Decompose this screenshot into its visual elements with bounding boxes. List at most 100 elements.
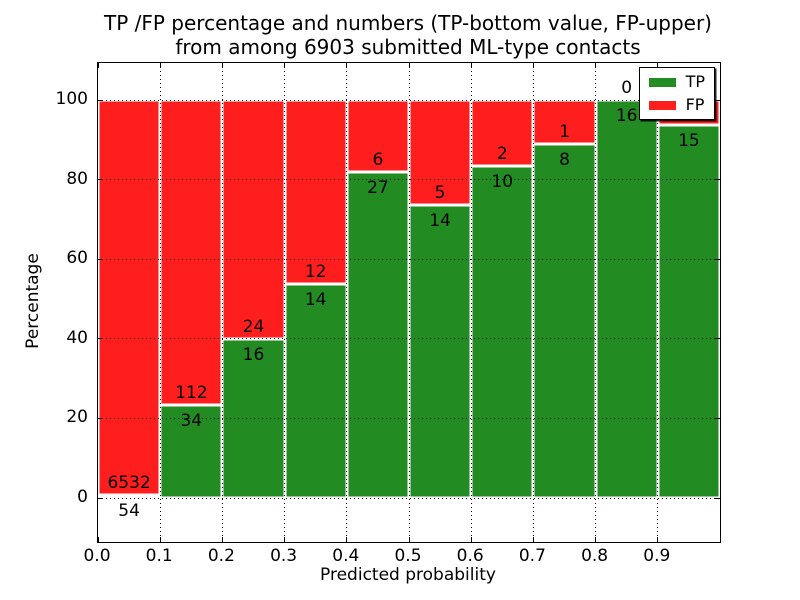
- y-axis-tick: [98, 338, 103, 340]
- bar-fp-segment: [98, 100, 161, 495]
- bar-tp-segment: [346, 172, 409, 498]
- bar-labels-layer: 653254112342416121462751421018016115: [98, 63, 720, 542]
- bar-fp-segment: [533, 100, 596, 145]
- x-axis-tick-top: [284, 63, 286, 68]
- vertical-gridline: [408, 63, 410, 542]
- y-axis-label: Percentage: [23, 253, 43, 349]
- y-axis-tick-right: [715, 99, 720, 101]
- x-tick-label: 0.8: [581, 546, 609, 566]
- chart-title: TP /FP percentage and numbers (TP-bottom…: [97, 11, 719, 59]
- vertical-gridline: [221, 63, 223, 542]
- grid-layer: [97, 63, 720, 542]
- bar-tp-segment: [284, 283, 347, 498]
- y-axis-tick: [98, 497, 103, 499]
- legend-item-fp: FP: [648, 95, 705, 114]
- x-axis-label: Predicted probability: [320, 565, 496, 585]
- bar-fp-count-label: 0: [621, 78, 633, 98]
- x-axis-tick: [284, 537, 286, 542]
- bar-tp-segment: [98, 494, 161, 498]
- bar-fp-count-label: 12: [304, 261, 327, 282]
- bar-fp-count-label: 2: [496, 144, 508, 165]
- x-axis-tick-top: [595, 63, 597, 68]
- y-axis-tick-right: [715, 179, 720, 181]
- bar-fp-segment: [346, 100, 409, 173]
- x-axis-tick-top: [470, 63, 472, 68]
- x-axis-tick-top: [408, 63, 410, 68]
- y-axis-tick: [98, 99, 103, 101]
- bar-fp-count-label: 1: [559, 122, 570, 143]
- x-axis-tick: [532, 537, 534, 542]
- chart-title-line1: TP /FP percentage and numbers (TP-bottom…: [104, 11, 712, 35]
- bar-fp-count-label: 24: [242, 316, 265, 337]
- legend: TP FP: [638, 67, 715, 120]
- bar-fp-count-label: 6532: [107, 472, 151, 493]
- bar-tp-segment: [409, 204, 472, 498]
- bar-fp-segment: [222, 100, 285, 339]
- x-tick-label: 0.7: [518, 546, 546, 566]
- x-axis-tick: [221, 537, 223, 542]
- bars-layer: [98, 63, 720, 542]
- x-axis-tick: [470, 537, 472, 542]
- y-axis-tick: [98, 258, 103, 260]
- vertical-gridline: [346, 63, 348, 542]
- bar-tp-count-label: 8: [559, 150, 570, 171]
- y-axis-tick-right: [715, 417, 720, 419]
- bar-fp-segment: [471, 100, 534, 167]
- vertical-gridline: [595, 63, 597, 542]
- bar-tp-count-label: 14: [429, 210, 451, 231]
- bar-tp-count-label: 16: [615, 106, 638, 126]
- x-axis-tick: [346, 537, 348, 542]
- y-axis-tick-right: [715, 497, 720, 499]
- x-axis-tick-top: [532, 63, 534, 68]
- bar-tp-segment: [595, 100, 658, 498]
- x-axis-tick-top: [657, 63, 659, 68]
- bar-tp-count-label: 54: [118, 500, 140, 521]
- bar-tp-count-label: 15: [678, 130, 700, 151]
- x-axis-tick-top: [159, 63, 161, 68]
- x-axis-tick-top: [346, 63, 348, 68]
- tp-legend-label: TP: [685, 72, 705, 91]
- bar-tp-count-label: 34: [180, 411, 203, 432]
- x-axis-tick: [657, 537, 659, 542]
- bar-tp-segment: [657, 124, 720, 498]
- y-tick-label: 80: [66, 168, 88, 189]
- fp-legend-label: FP: [685, 95, 705, 114]
- y-axis-tick: [98, 179, 103, 181]
- tp-legend-swatch: [648, 77, 676, 87]
- x-tick-label: 0.3: [270, 546, 298, 566]
- vertical-gridline: [284, 63, 286, 542]
- y-tick-label: 60: [66, 248, 88, 269]
- bar-tp-count-label: 14: [304, 289, 327, 310]
- x-tick-label: 0.0: [83, 546, 111, 566]
- y-tick-label: 100: [55, 89, 88, 109]
- bar-tp-segment: [533, 144, 596, 498]
- bar-fp-segment: [284, 100, 347, 284]
- vertical-gridline: [470, 63, 472, 542]
- legend-item-tp: TP: [648, 72, 705, 91]
- bar-tp-count-label: 16: [242, 344, 265, 365]
- y-tick-label: 40: [66, 327, 88, 348]
- bar-fp-count-label: 5: [434, 182, 446, 203]
- x-tick-label: 0.5: [394, 546, 422, 566]
- x-axis-tick-top: [97, 63, 99, 68]
- x-axis-tick: [159, 537, 161, 542]
- x-tick-label: 0.4: [332, 546, 360, 566]
- x-axis-tick: [595, 537, 597, 542]
- y-tick-label: 20: [66, 407, 88, 428]
- x-axis-tick-top: [221, 63, 223, 68]
- x-tick-label: 0.2: [207, 546, 235, 566]
- y-axis-tick: [98, 417, 103, 419]
- x-axis-tick: [97, 537, 99, 542]
- bar-tp-segment: [471, 166, 534, 498]
- y-tick-label: 0: [77, 487, 88, 507]
- x-tick-label: 0.9: [643, 546, 671, 566]
- bar-fp-segment: [409, 100, 472, 205]
- y-axis-tick-right: [715, 258, 720, 260]
- x-axis-tick: [408, 537, 410, 542]
- x-tick-label: 0.6: [456, 546, 484, 566]
- fp-legend-swatch: [648, 100, 676, 110]
- y-axis-tick-right: [715, 338, 720, 340]
- bar-tp-segment: [160, 405, 223, 498]
- chart-title-line2: from among 6903 submitted ML-type contac…: [175, 35, 641, 59]
